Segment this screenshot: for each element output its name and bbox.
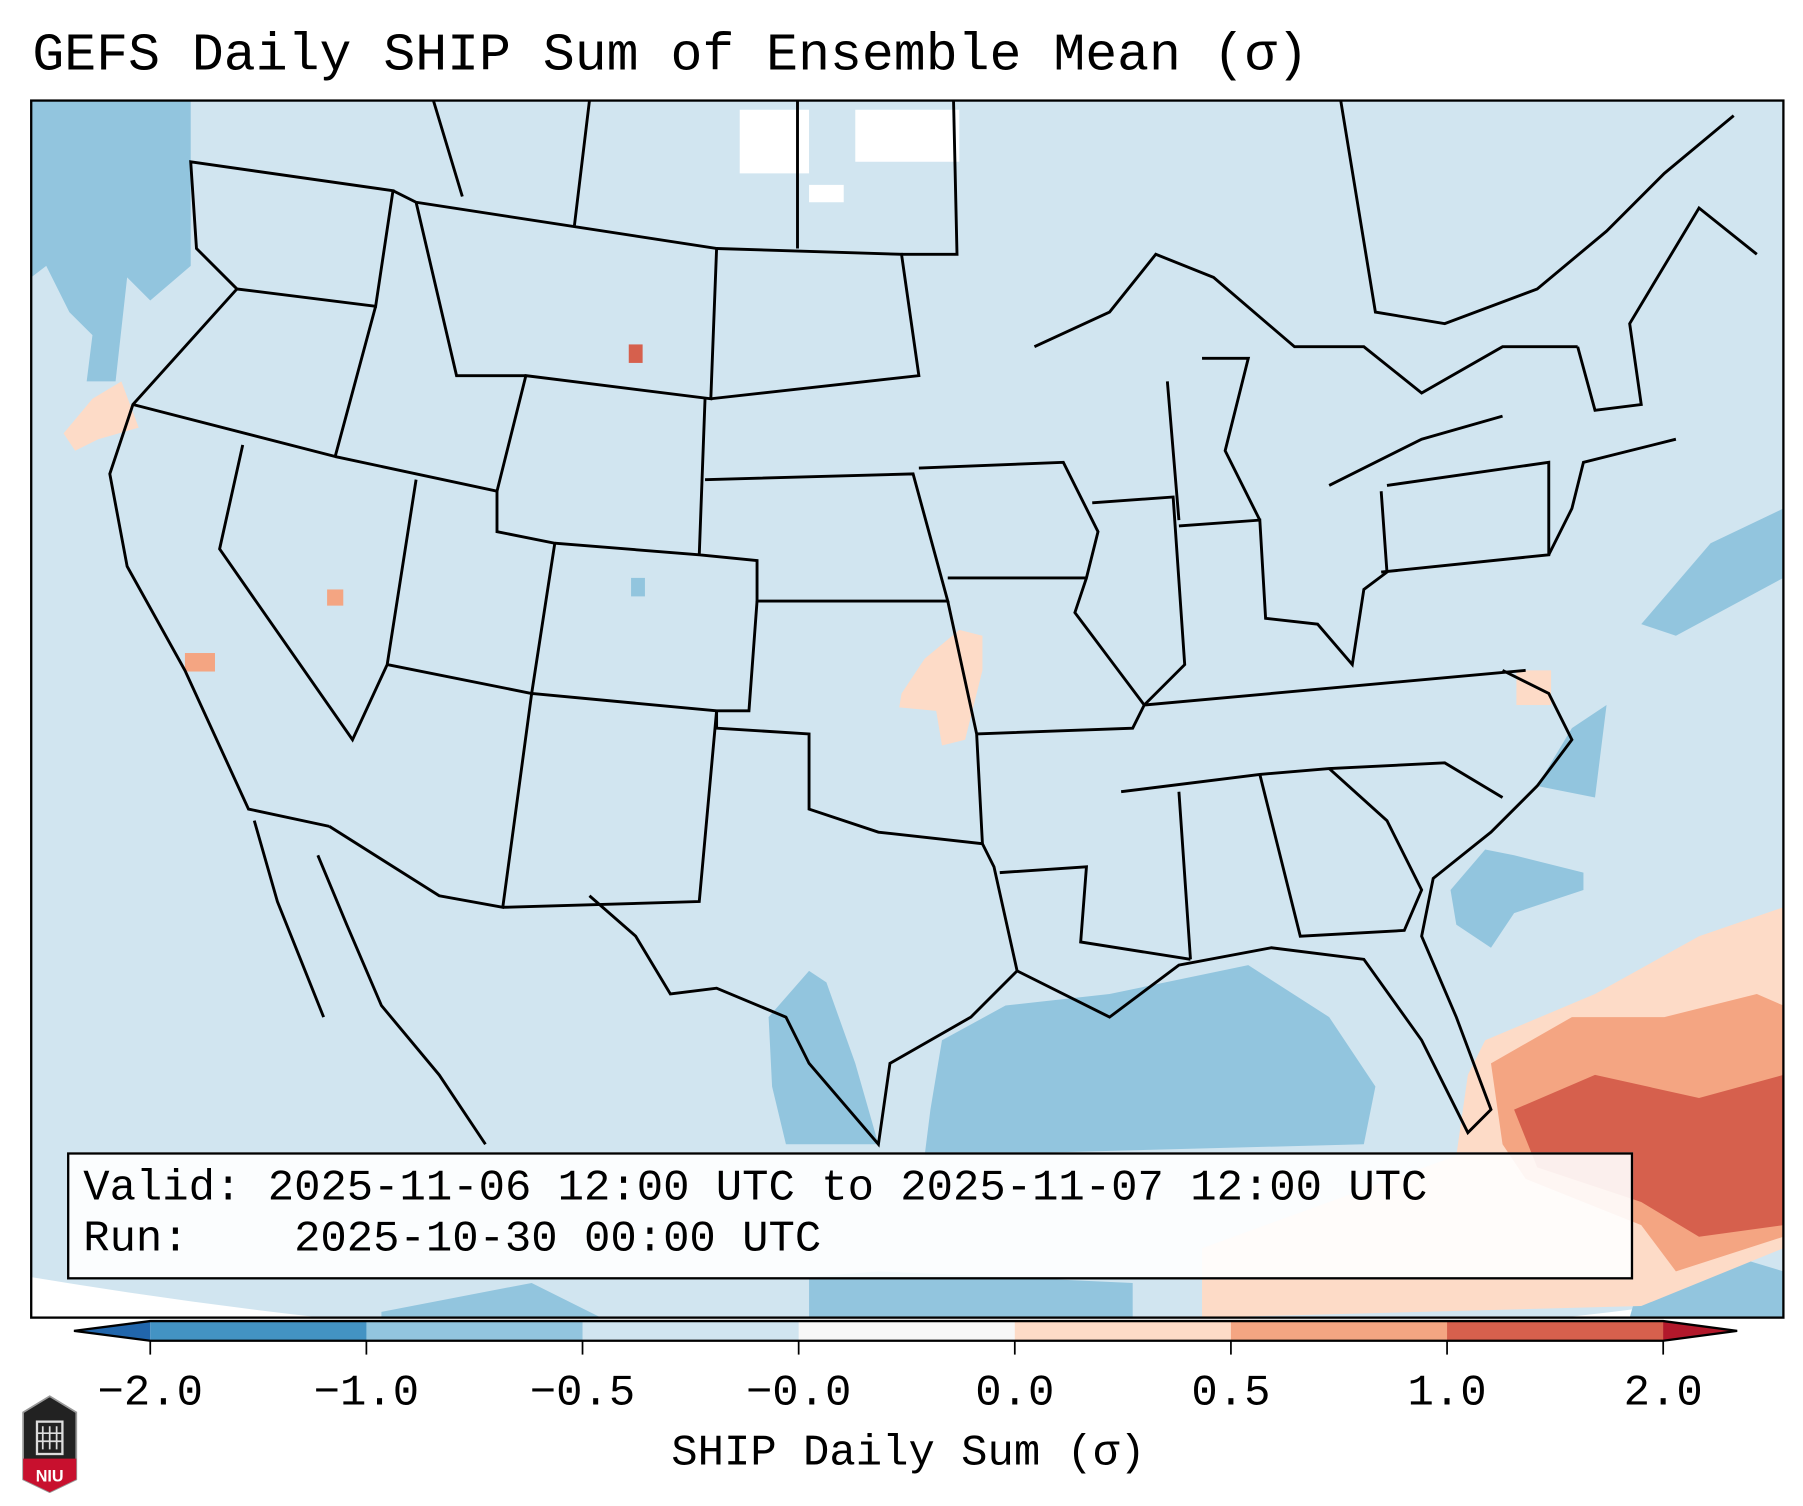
colorbar-tick-label: −1.0: [313, 1368, 420, 1419]
colorbar-tick-label: −0.5: [529, 1368, 636, 1419]
colorbar-extend-high: [1663, 1321, 1738, 1341]
map-frame: [30, 99, 1785, 1319]
colorbar: [73, 1319, 1738, 1355]
pacific-nw-low: [31, 100, 191, 382]
virginia-positive: [1516, 670, 1552, 706]
valid-label: Valid:: [83, 1163, 242, 1214]
colorbar-bin: [150, 1321, 367, 1341]
colorbar-bin: [798, 1321, 1016, 1341]
colorbar-bin: [582, 1321, 800, 1341]
outside-projection: [31, 1277, 1784, 1318]
atlantic-low-1: [1641, 508, 1784, 636]
chart-title: GEFS Daily SHIP Sum of Ensemble Mean (σ): [32, 25, 1309, 86]
california-positive: [63, 381, 139, 451]
california-spot: [184, 653, 215, 672]
colorbar-tick-label: −0.0: [745, 1368, 852, 1419]
colorbar-tick-label: 0.5: [1191, 1368, 1271, 1419]
colorbar-bin: [1230, 1321, 1448, 1341]
run-value: 2025-10-30 00:00 UTC: [294, 1214, 822, 1265]
texas-low: [768, 970, 879, 1145]
info-box: Valid: 2025-11-06 12:00 UTC to 2025-11-0…: [67, 1152, 1634, 1280]
boundaries: [108, 100, 1758, 1148]
colorbar-tick-label: 2.0: [1623, 1368, 1703, 1419]
valid-value: 2025-11-06 12:00 UTC to 2025-11-07 12:00…: [267, 1163, 1428, 1214]
colorado-spot: [631, 577, 645, 597]
colorbar-bin: [1447, 1321, 1664, 1341]
colorbar-bin: [366, 1321, 584, 1341]
colorbar-tick-label: 0.0: [975, 1368, 1055, 1419]
gulf-low: [924, 965, 1376, 1156]
colorbar-bin: [1014, 1321, 1232, 1341]
niu-logo: NIU: [22, 1395, 78, 1494]
nevada-spot: [327, 589, 344, 606]
atlantic-low-3: [1450, 849, 1584, 948]
map-field: [31, 100, 1784, 1318]
run-label: Run:: [83, 1214, 189, 1265]
colorbar-tick-label: −2.0: [97, 1368, 203, 1419]
colorbar-extend-low: [73, 1321, 151, 1341]
montana-spot: [628, 344, 643, 363]
colorbar-tick-label: 1.0: [1407, 1368, 1487, 1419]
colorbar-label: SHIP Daily Sum (σ): [671, 1428, 1146, 1479]
atlantic-low-2: [1537, 705, 1607, 798]
caribbean-low: [381, 1259, 1784, 1318]
se-positive-3: [1514, 1074, 1784, 1237]
canada-white: [739, 109, 960, 203]
logo-text: NIU: [36, 1468, 64, 1486]
